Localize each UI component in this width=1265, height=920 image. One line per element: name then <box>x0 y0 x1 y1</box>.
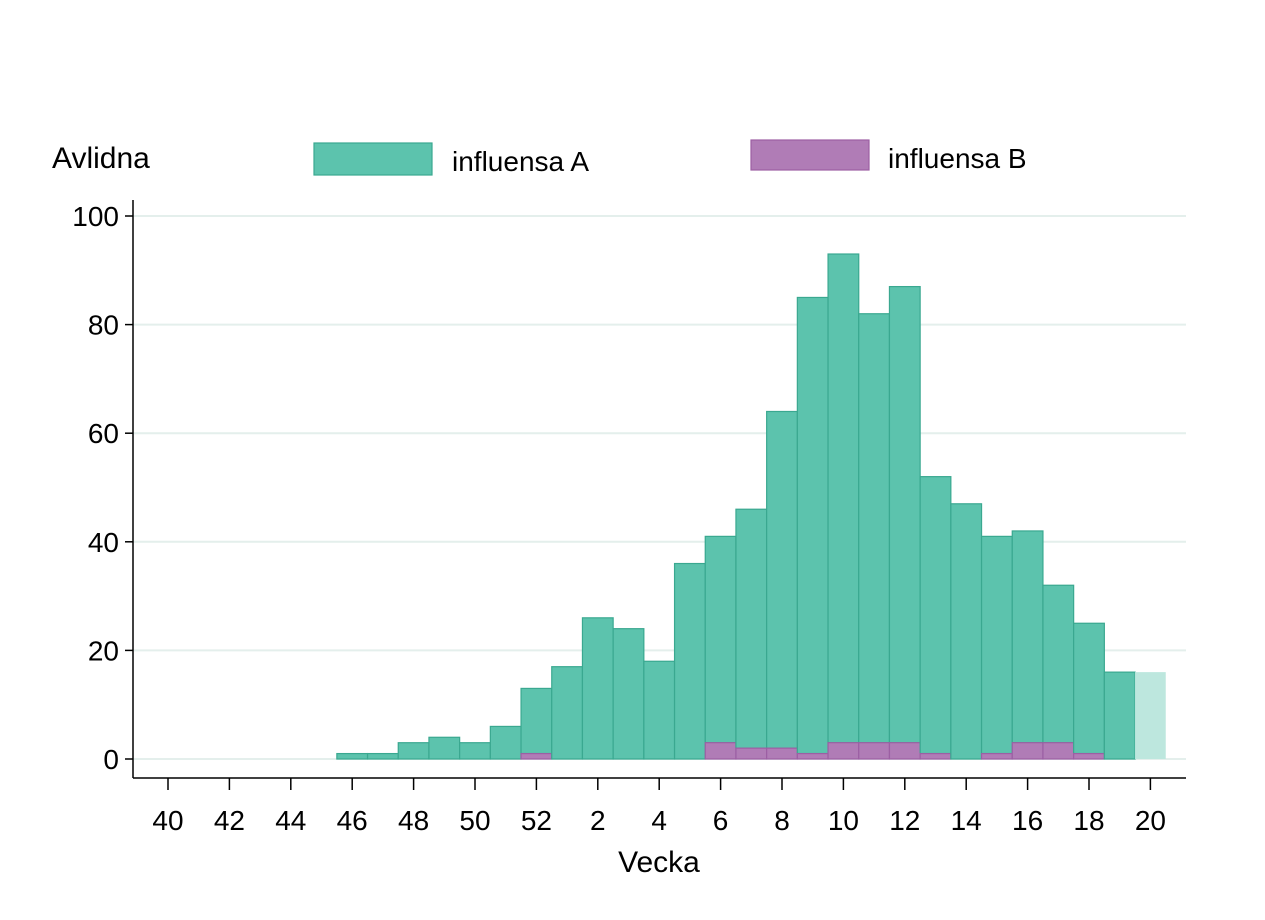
bar-influensa-b <box>1011 742 1044 760</box>
legend: influensa A influensa B <box>313 139 1027 177</box>
bar-influensa-a <box>796 296 829 755</box>
bar-influensa-a <box>428 736 461 760</box>
bar-influensa-a <box>827 253 860 744</box>
bar-influensa-b <box>888 742 921 760</box>
bar-influensa-a <box>643 660 676 760</box>
x-tick-label: 18 <box>1073 805 1104 836</box>
legend-label-influensa-b: influensa B <box>888 143 1027 174</box>
y-tick-label: 0 <box>103 744 119 775</box>
bar-influensa-a <box>858 313 891 744</box>
bar-influensa-a <box>1011 530 1044 744</box>
bar-influensa-a <box>888 285 921 744</box>
bar-influensa-a <box>489 725 522 760</box>
x-tick-label: 44 <box>275 805 306 836</box>
y-tick-label: 60 <box>88 418 119 449</box>
bar-influensa-a <box>950 503 983 760</box>
x-axis-title: Vecka <box>618 846 700 879</box>
x-tick-label: 20 <box>1135 805 1166 836</box>
bar-influensa-a <box>366 752 399 760</box>
bar-influensa-a <box>673 562 706 760</box>
bar-influensa-a <box>459 742 491 760</box>
bar-influensa-a <box>1135 672 1166 759</box>
bar-influensa-a <box>1073 622 1105 755</box>
bar-influensa-a <box>581 617 614 760</box>
bar-influensa-b <box>919 752 952 760</box>
bar-influensa-b <box>520 752 553 760</box>
bar-influensa-b <box>827 742 860 760</box>
bar-influensa-a <box>704 535 737 744</box>
bar-influensa-a <box>336 752 369 760</box>
y-tick-label: 80 <box>88 310 119 341</box>
bar-influensa-a <box>1103 671 1136 760</box>
bar-influensa-a <box>551 666 584 760</box>
y-axis-title: Avlidna <box>52 142 150 175</box>
y-tick-label: 40 <box>88 527 119 558</box>
bar-influensa-a <box>766 410 798 749</box>
bar-influensa-a <box>1042 584 1075 744</box>
bar-influensa-b <box>796 752 829 760</box>
x-tick-label: 8 <box>774 805 790 836</box>
x-tick-label: 46 <box>337 805 368 836</box>
x-tick-label: 4 <box>651 805 667 836</box>
y-tick-label: 20 <box>88 635 119 666</box>
x-tick-label: 6 <box>713 805 729 836</box>
bar-influensa-a <box>980 535 1013 755</box>
x-tick-label: 40 <box>152 805 183 836</box>
bar-influensa-b <box>766 747 798 760</box>
bar-influensa-a <box>520 687 553 755</box>
x-tick-label: 52 <box>521 805 552 836</box>
y-tick-label: 100 <box>72 201 119 232</box>
bar-influensa-a <box>919 476 952 755</box>
x-tick-label: 42 <box>214 805 245 836</box>
x-tick-label: 50 <box>459 805 490 836</box>
bar-influensa-b <box>735 747 768 760</box>
x-tick-label: 14 <box>951 805 982 836</box>
bar-influensa-a <box>397 742 430 760</box>
bar-influensa-a <box>735 508 768 749</box>
x-tick-label: 12 <box>889 805 920 836</box>
legend-label-influensa-a: influensa A <box>452 146 589 177</box>
x-tick-label: 48 <box>398 805 429 836</box>
bar-influensa-b <box>704 742 737 760</box>
x-tick-label: 2 <box>590 805 606 836</box>
x-tick-label: 16 <box>1012 805 1043 836</box>
bar-influensa-b <box>1073 752 1105 760</box>
bar-influensa-b <box>858 742 891 760</box>
bar-influensa-b <box>1042 742 1075 760</box>
bar-influensa-a <box>612 628 645 760</box>
bars <box>336 253 1166 760</box>
legend-swatch-influensa-b <box>750 139 870 171</box>
x-tick-label: 10 <box>828 805 859 836</box>
bar-influensa-b <box>980 752 1013 760</box>
legend-swatch-influensa-a <box>313 142 433 176</box>
